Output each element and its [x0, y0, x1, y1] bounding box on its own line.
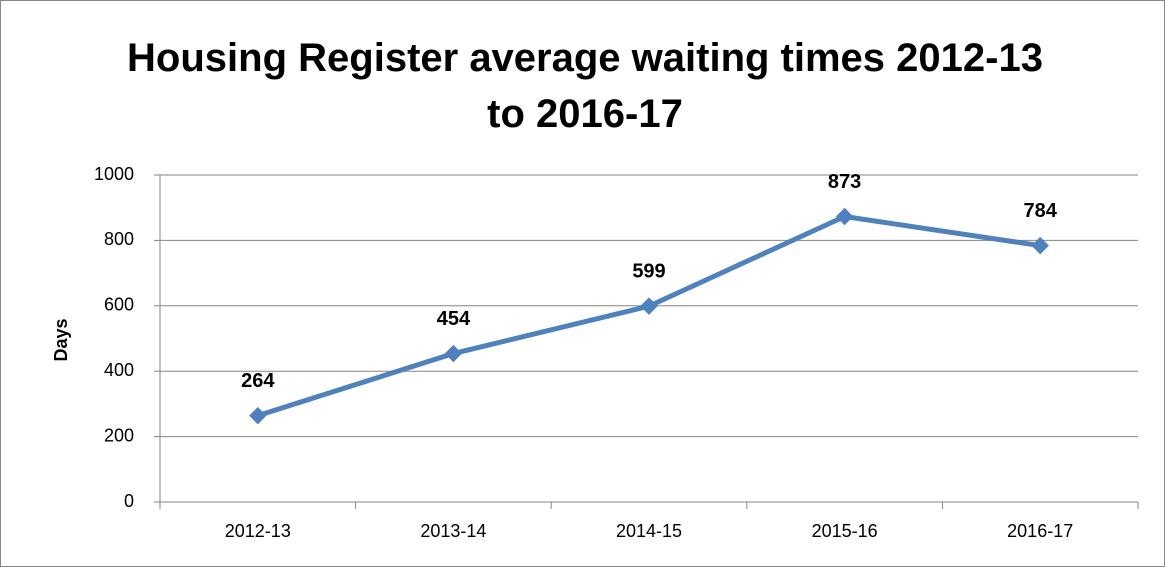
y-axis-label: Days: [51, 318, 71, 361]
marker: [444, 344, 463, 363]
marker: [1031, 236, 1049, 255]
y-tick-label: 0: [124, 491, 134, 511]
x-tick-label: 2013-14: [420, 521, 486, 541]
x-tick-label: 2012-13: [225, 521, 291, 541]
x-tick-label: 2014-15: [616, 521, 682, 541]
marker: [835, 207, 854, 226]
data-label: 784: [1024, 200, 1058, 222]
chart-title: Housing Register average waiting times 2…: [127, 36, 1043, 136]
y-tick-label: 600: [104, 295, 134, 315]
data-label: 454: [437, 308, 471, 330]
marker: [640, 297, 658, 315]
marker: [249, 406, 267, 425]
x-tick-label: 2015-16: [812, 521, 878, 541]
y-tick-label: 800: [104, 229, 134, 249]
data-label: 873: [828, 171, 861, 193]
data-label: 264: [241, 370, 275, 392]
y-tick-label: 200: [104, 425, 134, 445]
data-label: 599: [632, 260, 665, 282]
x-tick-label: 2016-17: [1007, 521, 1073, 541]
line: [257, 214, 1041, 419]
y-tick-label: 400: [104, 360, 134, 380]
y-tick-label: 1000: [94, 164, 134, 184]
